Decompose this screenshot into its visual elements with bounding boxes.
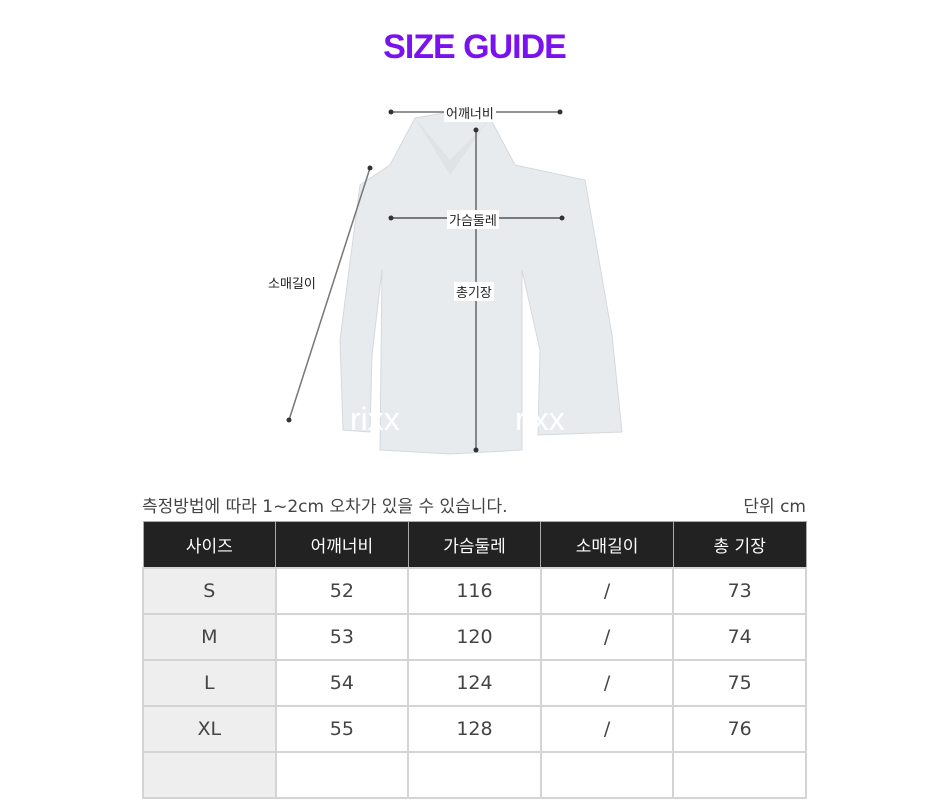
header-cell: 소매길이 xyxy=(540,521,674,569)
table-cell: 76 xyxy=(672,705,807,753)
table-cell: 55 xyxy=(274,705,410,753)
table-cell: 124 xyxy=(407,659,542,707)
table-cell xyxy=(142,751,277,799)
table-cell xyxy=(539,751,675,799)
table-cell: 53 xyxy=(274,613,410,661)
size-table: 사이즈 어깨너비 가슴둘레 소매길이 총 기장 S 52 116/73 M 53 120/… xyxy=(142,521,807,799)
page-title: SIZE GUIDE xyxy=(383,28,567,66)
header-cell: 사이즈 xyxy=(142,521,277,569)
table-cell: L xyxy=(142,659,277,707)
header-cell: 총 기장 xyxy=(672,521,807,569)
table-cell: / xyxy=(539,705,675,753)
table-cell: 120 xyxy=(407,613,542,661)
shirt-diagram: rixx rixx 어깨너비 가슴둘레 총기장 소매길이 xyxy=(260,90,640,460)
table-cell xyxy=(274,751,410,799)
table-cell: XL xyxy=(142,705,277,753)
unit-label: 단위 cm xyxy=(743,497,806,517)
table-row: XL 55 128/76 xyxy=(142,705,807,753)
table-row: L 54 124/75 xyxy=(142,659,807,707)
table-cell: / xyxy=(539,567,675,615)
table-row: M 53 120/74 xyxy=(142,613,807,661)
measurement-note: 측정방법에 따라 1~2cm 오차가 있을 수 있습니다. xyxy=(142,497,508,517)
header-cell: 어깨너비 xyxy=(275,521,409,569)
table-cell xyxy=(672,751,807,799)
watermark-text: rixx xyxy=(515,401,565,437)
table-header-row: 사이즈 어깨너비 가슴둘레 소매길이 총 기장 xyxy=(142,521,807,569)
shoulder-label: 어깨너비 xyxy=(444,103,496,122)
table-row xyxy=(142,751,807,799)
length-label: 총기장 xyxy=(454,282,494,301)
table-cell: 74 xyxy=(672,613,807,661)
table-cell: 116 xyxy=(407,567,542,615)
header-cell: 가슴둘레 xyxy=(407,521,542,569)
table-row: S 52 116/73 xyxy=(142,567,807,615)
watermark-text: rixx xyxy=(350,401,400,437)
table-cell: M xyxy=(142,613,277,661)
table-cell: S xyxy=(142,567,277,615)
table-cell: 54 xyxy=(274,659,410,707)
table-cell: 75 xyxy=(672,659,807,707)
table-cell: / xyxy=(539,659,675,707)
table-cell: 73 xyxy=(672,567,807,615)
table-cell: 52 xyxy=(274,567,410,615)
sleeve-label: 소매길이 xyxy=(266,273,318,292)
table-cell: 128 xyxy=(407,705,542,753)
table-cell xyxy=(407,751,542,799)
table-cell: / xyxy=(539,613,675,661)
chest-label: 가슴둘레 xyxy=(447,210,499,229)
